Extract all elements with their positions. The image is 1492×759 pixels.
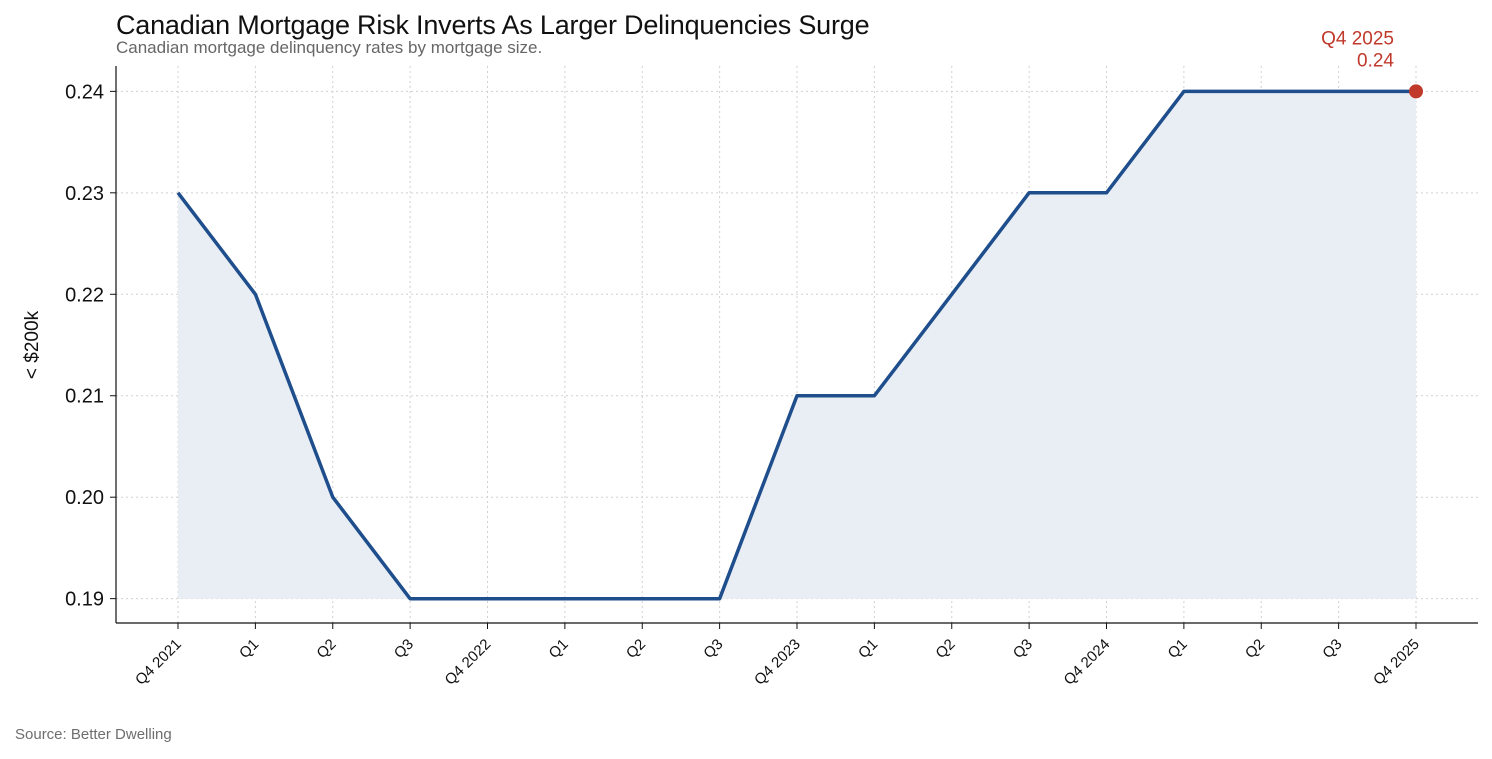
x-tick-label: Q4 2023 <box>751 636 804 689</box>
y-tick-label: 0.19 <box>65 589 104 611</box>
y-axis-label: < $200k <box>22 310 43 379</box>
x-tick-label: Q1 <box>236 636 262 662</box>
annotation-label: Q4 2025 <box>1321 28 1394 49</box>
x-tick-label: Q4 2024 <box>1061 636 1114 689</box>
x-tick-label: Q3 <box>1010 636 1036 662</box>
source-note: Source: Better Dwelling <box>15 726 172 743</box>
y-tick-label: 0.20 <box>65 487 104 509</box>
x-tick-label: Q3 <box>391 636 417 662</box>
series-line <box>176 89 1416 601</box>
x-tick-label: Q4 2025 <box>1370 636 1423 689</box>
last-point-marker <box>1409 84 1423 99</box>
axes <box>110 66 1478 629</box>
annotation-value: 0.24 <box>1357 50 1394 71</box>
x-tick-label: Q3 <box>1319 636 1345 662</box>
x-tick-label: Q2 <box>313 636 339 662</box>
x-tick-label: Q4 2022 <box>442 636 495 689</box>
y-tick-label: 0.21 <box>65 386 104 408</box>
chart-title: Canadian Mortgage Risk Inverts As Larger… <box>116 10 870 40</box>
x-tick-label: Q1 <box>1165 636 1191 662</box>
y-tick-label: 0.22 <box>65 284 104 306</box>
y-tick-label: 0.24 <box>65 81 104 103</box>
x-tick-label: Q4 2021 <box>132 636 185 689</box>
x-tick-label: Q2 <box>1242 636 1268 662</box>
x-tick-label: Q1 <box>855 636 881 662</box>
x-tick-label: Q3 <box>700 636 726 662</box>
x-tick-label: Q2 <box>623 636 649 662</box>
chart-subtitle: Canadian mortgage delinquency rates by m… <box>116 38 543 57</box>
x-tick-label: Q1 <box>546 636 572 662</box>
x-tick-label: Q2 <box>932 636 958 662</box>
area-fill <box>178 91 1416 599</box>
y-tick-label: 0.23 <box>65 183 104 205</box>
